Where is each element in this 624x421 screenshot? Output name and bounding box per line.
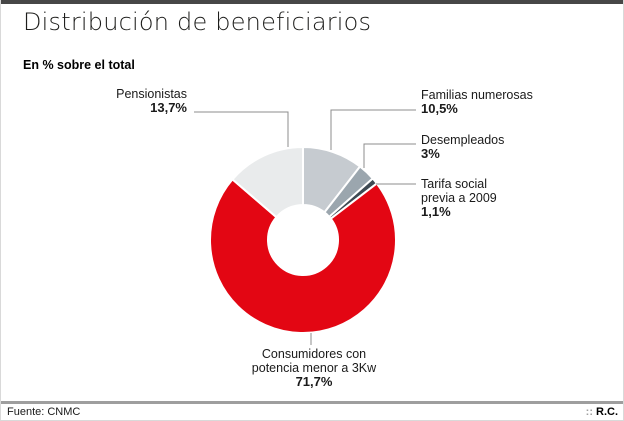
source-text: Fuente: CNMC — [7, 406, 81, 418]
leader-lines — [194, 109, 416, 345]
credit-label: R.C. — [596, 406, 618, 418]
credit-text: :: R.C. — [586, 406, 618, 418]
top-accent-bar — [1, 0, 623, 4]
callout-label: previa a 2009 — [421, 191, 497, 205]
footer-divider — [1, 401, 623, 404]
page-title: Distribución de beneficiarios — [23, 8, 372, 36]
leader-line-pensionistas — [194, 111, 289, 147]
callout-desempleados: Desempleados 3% — [421, 133, 504, 161]
callout-label: Pensionistas — [116, 87, 187, 101]
callout-label: Desempleados — [421, 133, 505, 147]
leader-line-familias — [330, 109, 416, 150]
callout-value: 71,7% — [295, 374, 333, 389]
callout-label: potencia menor a 3Kw — [251, 361, 377, 375]
callout-familias-numerosas: Familias numerosas 10,5% — [421, 88, 533, 116]
slice-pensionistas — [231, 146, 304, 219]
callout-consumidores: Consumidores con potencia menor a 3Kw 71… — [214, 347, 414, 389]
credit-prefix: :: — [585, 406, 593, 418]
callout-label: Tarifa social — [421, 177, 487, 191]
callout-value: 3% — [421, 146, 440, 161]
leader-line-desempleados — [363, 143, 416, 168]
callout-value: 13,7% — [150, 100, 187, 115]
callout-value: 1,1% — [421, 204, 451, 219]
callout-value: 10,5% — [421, 101, 458, 116]
callout-tarifa-social: Tarifa social previa a 2009 1,1% — [421, 177, 497, 219]
donut-slices — [209, 146, 397, 334]
callout-label: Familias numerosas — [421, 88, 533, 102]
slice-consumidores-con-potencia-menor-a-3kw — [209, 178, 397, 334]
chart-subtitle: En % sobre el total — [23, 58, 135, 72]
callout-label: Consumidores con — [261, 347, 367, 361]
callout-pensionistas: Pensionistas 13,7% — [116, 87, 187, 115]
